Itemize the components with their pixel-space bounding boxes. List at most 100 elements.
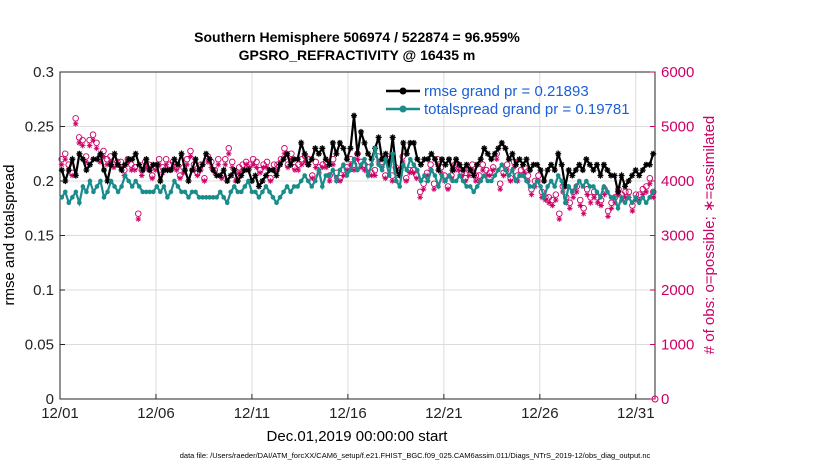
spread-point	[562, 200, 568, 206]
obs-assimilated-point	[86, 142, 93, 149]
rmse-point	[284, 150, 291, 157]
spread-point	[478, 178, 484, 184]
rmse-point	[530, 161, 537, 168]
spread-point	[263, 184, 269, 189]
spread-point	[369, 162, 374, 167]
spread-point	[390, 151, 396, 157]
spread-point	[319, 184, 325, 189]
spread-point	[559, 178, 565, 184]
rmse-point	[301, 150, 308, 157]
spread-point	[506, 173, 512, 178]
spread-point	[77, 200, 82, 206]
spread-point	[108, 178, 114, 184]
obs-possible-point	[93, 139, 100, 147]
obs-assimilated-point	[100, 153, 107, 160]
obs-assimilated-point	[445, 186, 451, 192]
spread-point	[84, 189, 89, 195]
obs-assimilated-point	[556, 216, 563, 222]
rmse-point	[129, 156, 136, 163]
y-tick-label: 0.1	[33, 282, 54, 299]
rmse-point	[541, 178, 548, 184]
spread-point	[580, 184, 586, 189]
rmse-point	[590, 167, 597, 174]
spread-point	[196, 195, 202, 200]
rmse-point	[336, 139, 343, 146]
spread-point	[161, 184, 167, 189]
legend: rmse grand pr = 0.21893 totalspread gran…	[386, 83, 630, 118]
obs-assimilated-point	[587, 200, 594, 206]
obs-assimilated-point	[302, 159, 309, 165]
spread-point	[334, 178, 339, 184]
spread-point	[253, 189, 258, 195]
spread-point	[277, 195, 283, 200]
rmse-point	[537, 167, 544, 174]
line-layer	[58, 112, 657, 212]
rmse-point	[586, 161, 593, 168]
spread-point	[425, 178, 431, 184]
obs-assimilated-point	[76, 140, 82, 146]
chart-subtitle: GPSRO_REFRACTIVITY @ 16435 m	[239, 47, 476, 63]
rmse-point	[146, 167, 153, 174]
rmse-point	[597, 172, 604, 179]
spread-point	[165, 195, 170, 200]
obs-assimilated-point	[647, 180, 653, 187]
rmse-point	[238, 172, 245, 179]
rmse-point	[157, 178, 164, 184]
obs-assimilated-point	[236, 170, 242, 176]
rmse-point	[273, 172, 280, 179]
obs-assimilated-point	[431, 186, 437, 192]
spread-point	[365, 173, 371, 178]
obs-possible-point	[580, 204, 587, 212]
obs-assimilated-point	[97, 159, 103, 165]
spread-point	[464, 184, 469, 189]
obs-assimilated-point	[201, 178, 208, 184]
rmse-point	[305, 161, 312, 168]
rmse-point	[79, 156, 86, 163]
obs-assimilated-point	[180, 170, 187, 176]
obs-assimilated-point	[309, 175, 316, 182]
spread-point	[379, 167, 385, 173]
rmse-point	[312, 145, 319, 152]
spread-point	[481, 173, 487, 178]
rmse-point	[280, 156, 287, 163]
obs-assimilated-point	[570, 194, 576, 201]
spread-point	[541, 195, 547, 200]
y-tick-label: 0.2	[33, 173, 54, 190]
obs-assimilated-point	[577, 202, 583, 209]
rmse-point	[213, 172, 220, 179]
rmse-point	[379, 156, 386, 163]
rmse-point	[551, 167, 558, 174]
rmse-point	[245, 167, 252, 174]
rmse-point	[252, 172, 259, 179]
obs-assimilated-point	[111, 164, 117, 171]
rmse-point	[583, 156, 590, 163]
y-tick-label: 0.05	[25, 337, 54, 354]
obs-assimilated-point	[584, 191, 590, 198]
rmse-point	[650, 150, 657, 157]
y-axis-label: rmse and totalspread	[1, 165, 18, 306]
spread-point	[485, 178, 491, 184]
rmse-point	[86, 161, 93, 168]
rmse-point	[520, 161, 526, 168]
x-tick-label: 12/16	[329, 405, 367, 422]
spread-point	[358, 162, 364, 167]
obs-assimilated-point	[493, 156, 500, 162]
spread-point	[98, 178, 103, 184]
spread-point	[210, 195, 216, 200]
spread-point	[312, 178, 318, 184]
obs-possible-point	[535, 172, 542, 179]
obs-assimilated-point	[246, 164, 253, 171]
rmse-point	[83, 167, 90, 174]
spread-point	[376, 162, 381, 167]
obs-assimilated-point	[633, 197, 639, 203]
rmse-point	[220, 167, 227, 174]
rmse-point	[393, 167, 400, 174]
obs-assimilated-point	[295, 167, 302, 173]
spread-point	[133, 178, 138, 184]
spread-point	[400, 162, 406, 167]
spread-point	[552, 184, 557, 189]
spread-point	[186, 195, 191, 200]
rmse-point	[241, 167, 248, 174]
obs-assimilated-point	[139, 172, 145, 179]
spread-point	[136, 184, 142, 189]
